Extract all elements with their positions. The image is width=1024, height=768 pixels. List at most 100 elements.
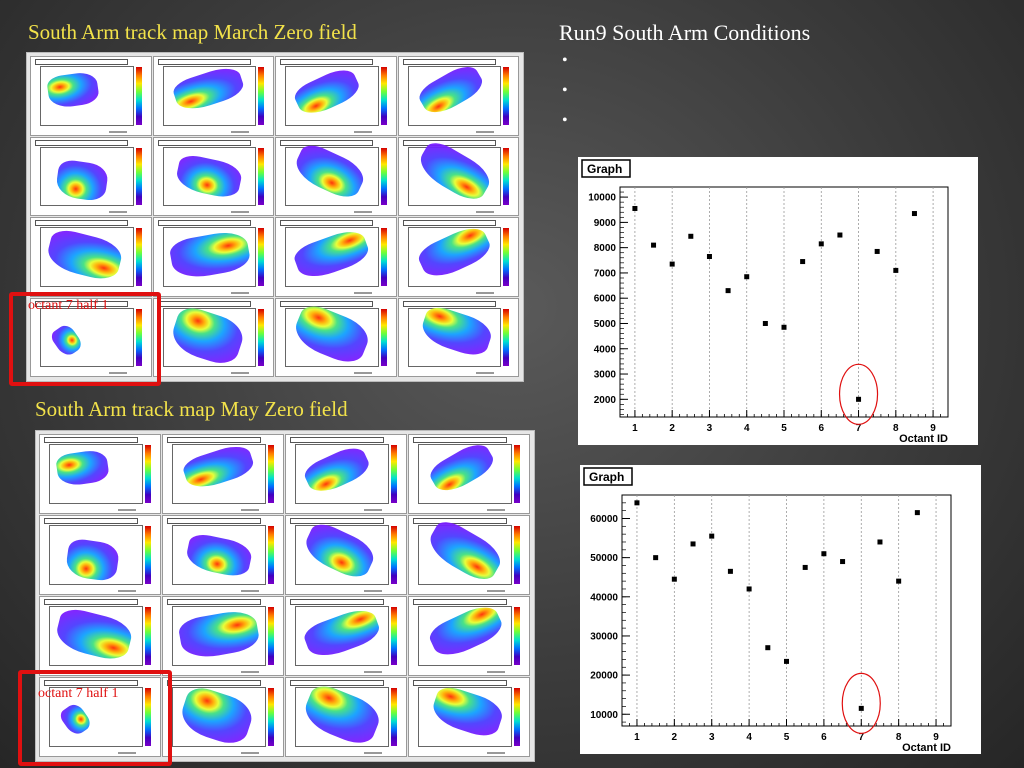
march-map-panel [30, 217, 152, 297]
may-title: South Arm track map May Zero field [35, 397, 348, 421]
march-map-panel [30, 56, 152, 136]
data-point [651, 242, 657, 248]
data-point [877, 539, 883, 545]
y-tick-label: 2000 [594, 395, 617, 406]
x-tick-label: 1 [634, 732, 640, 743]
graph-top: Graph 1 2 3 4 5 6 7 8 9 2000 3000 4000 5000 6000 7000 80… [578, 157, 978, 445]
bullet-2: • [562, 82, 568, 99]
y-tick-label: 10000 [590, 710, 618, 721]
may-map-panel [39, 434, 161, 514]
y-tick-label: 5000 [594, 319, 617, 330]
x-tick-label: 9 [930, 423, 936, 434]
may-map-panel [39, 677, 161, 757]
x-tick-label: 1 [632, 423, 638, 434]
data-point [858, 705, 864, 711]
data-point [709, 533, 715, 539]
x-tick-label: 6 [821, 732, 827, 743]
march-map-panel [397, 136, 519, 216]
y-tick-label: 4000 [594, 344, 617, 355]
may-octant-highlight-label: octant 7 half 1 [38, 686, 119, 701]
bullet-1: • [562, 52, 568, 69]
graph-title-box [583, 467, 633, 486]
plot-frame [619, 186, 949, 418]
may-map-panel [39, 596, 161, 676]
y-tick-label: 50000 [590, 553, 618, 564]
bullet-3: • [562, 112, 568, 129]
data-point [765, 645, 771, 651]
x-tick-label: 2 [672, 732, 678, 743]
may-map-panel [408, 434, 530, 514]
data-point [911, 211, 917, 217]
march-map-panel [275, 56, 397, 136]
x-tick-label: 4 [746, 732, 752, 743]
march-map-panel [275, 217, 397, 297]
x-axis-label: Octant ID [899, 433, 948, 445]
data-point [634, 500, 640, 506]
data-point [746, 586, 752, 592]
y-tick-label: 40000 [590, 592, 618, 603]
march-map-panel [152, 56, 274, 136]
march-map-panel [275, 136, 397, 216]
may-map-panel [285, 434, 407, 514]
march-octant-highlight-box [9, 292, 161, 386]
y-tick-label: 7000 [594, 268, 617, 279]
y-tick-label: 8000 [594, 243, 617, 254]
conditions-title: Run9 South Arm Conditions [559, 20, 811, 45]
data-point [856, 396, 862, 402]
data-point [688, 233, 694, 239]
x-tick-label: 9 [933, 732, 939, 743]
march-map-panel [397, 297, 519, 377]
x-tick-label: 2 [669, 423, 675, 434]
y-tick-label: 6000 [594, 294, 617, 305]
graph-bottom-svg: Graph 1 2 3 4 5 6 7 8 9 10000 20000 30000 40000 50000 6… [583, 467, 952, 754]
march-map-panel [152, 217, 274, 297]
x-tick-label: 6 [818, 423, 824, 434]
may-octant-highlight-box [18, 670, 172, 766]
graph-title-box [581, 159, 631, 178]
data-point [914, 510, 920, 516]
data-point [671, 576, 677, 582]
data-point [781, 324, 787, 330]
march-map-panel [397, 56, 519, 136]
data-point [821, 551, 827, 557]
may-map-panel [162, 677, 284, 757]
march-map-panel [30, 297, 152, 377]
may-map-panel [408, 515, 530, 595]
data-point [896, 578, 902, 584]
graph-title: Graph [589, 470, 624, 484]
may-map-panel [285, 677, 407, 757]
may-map-panel [162, 596, 284, 676]
y-tick-label: 3000 [594, 370, 617, 381]
may-track-map-grid [35, 430, 535, 762]
x-tick-label: 8 [893, 423, 899, 434]
x-tick-label: 4 [744, 423, 750, 434]
y-tick-label: 30000 [590, 631, 618, 642]
data-point [632, 205, 638, 211]
march-map-panel [397, 217, 519, 297]
data-point [802, 564, 808, 570]
x-tick-label: 8 [896, 732, 902, 743]
highlight-circle [838, 363, 879, 425]
data-point [800, 259, 806, 265]
may-map-panel [39, 515, 161, 595]
data-point [893, 267, 899, 273]
graph-top-svg: Graph 1 2 3 4 5 6 7 8 9 2000 3000 4000 5000 6000 7000 80… [581, 159, 949, 445]
march-track-map-grid [26, 52, 524, 382]
y-tick-label: 10000 [588, 193, 616, 204]
x-tick-label: 7 [858, 732, 864, 743]
graph-title: Graph [587, 162, 622, 176]
march-map-panel [30, 136, 152, 216]
y-tick-label: 9000 [594, 218, 617, 229]
data-point [744, 274, 750, 280]
march-octant-highlight-label: octant 7 half 1 [28, 298, 109, 313]
may-map-panel [285, 515, 407, 595]
may-map-panel [162, 434, 284, 514]
x-tick-label: 3 [707, 423, 713, 434]
data-point [706, 254, 712, 260]
may-map-panel [408, 677, 530, 757]
may-map-panel [162, 515, 284, 595]
data-point [762, 320, 768, 326]
highlight-circle [841, 672, 881, 734]
y-tick-label: 60000 [590, 514, 618, 525]
data-point [653, 555, 659, 561]
